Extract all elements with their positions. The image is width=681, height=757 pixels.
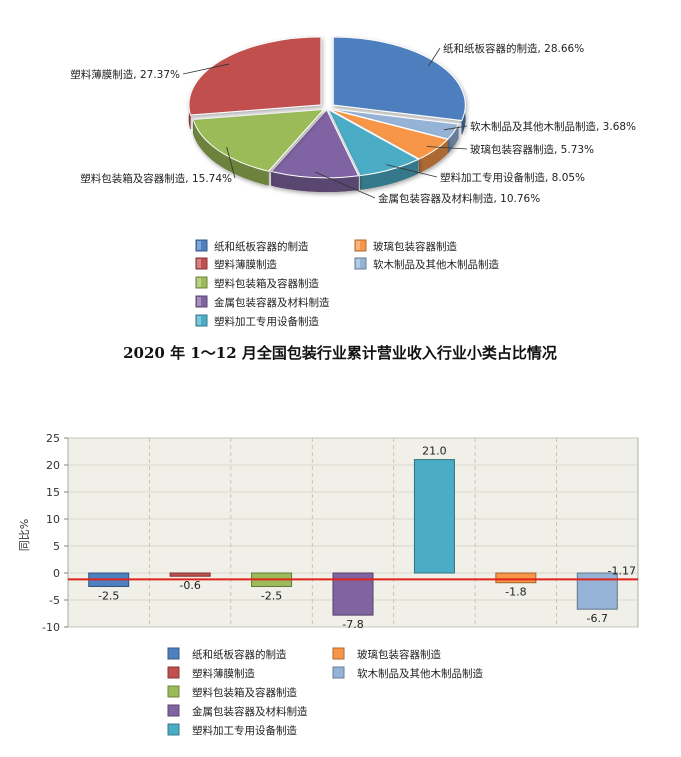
legend-label: 金属包装容器及材料制造 (192, 705, 308, 718)
legend-swatch (167, 723, 180, 736)
pie-labels: 纸和纸板容器的制造, 28.66% 软木制品及其他木制品制造, 3.68% 玻璃包装… (70, 42, 636, 205)
legend-item: 纸和纸板容器的制造 (195, 239, 309, 253)
pie-slice-label: 纸和纸板容器的制造, 28.66% (443, 42, 584, 55)
legend-item: 玻璃包装容器制造 (354, 239, 457, 253)
pie-slice (327, 108, 420, 190)
bar-data-label: -6.7 (587, 612, 608, 625)
legend-label: 塑料薄膜制造 (214, 258, 277, 271)
bar-data-labels: -2.5 -0.6 -2.5 -7.8 21.0 -1.8 -6.7 (98, 445, 608, 632)
leader-line (182, 63, 229, 75)
bar-data-label: -2.5 (98, 590, 119, 603)
legend-label: 纸和纸板容器的制造 (192, 648, 287, 661)
leader-line (386, 164, 438, 178)
leader-line (315, 171, 376, 199)
legend-label: 塑料薄膜制造 (192, 667, 255, 680)
legend-swatch (195, 257, 208, 270)
y-tick-label: 5 (53, 540, 60, 553)
y-axis-label: 同比% (18, 519, 31, 551)
legend-item: 纸和纸板容器的制造 (167, 647, 287, 661)
legend-label: 塑料包装箱及容器制造 (214, 277, 319, 290)
reference-line-label: -1.17 (608, 564, 636, 577)
legend-label: 玻璃包装容器制造 (357, 648, 441, 661)
legend-item: 软木制品及其他木制品制造 (332, 666, 483, 680)
pie-slice-label: 塑料包装箱及容器制造, 15.74% (80, 172, 232, 185)
legend-swatch (167, 647, 180, 660)
legend-item: 金属包装容器及材料制造 (167, 704, 308, 718)
bar-data-label: -7.8 (342, 618, 363, 631)
legend-item: 塑料包装箱及容器制造 (167, 685, 297, 699)
legend-swatch (332, 647, 345, 660)
pie-slice-label: 塑料加工专用设备制造, 8.05% (440, 171, 585, 184)
bar-data-label: -1.8 (505, 586, 526, 599)
legend-item: 塑料包装箱及容器制造 (195, 276, 319, 290)
legend-swatch (167, 666, 180, 679)
pie-slice (332, 36, 466, 135)
legend-item: 塑料加工专用设备制造 (195, 314, 319, 328)
legend-swatch (195, 295, 208, 308)
legend-label: 塑料加工专用设备制造 (214, 315, 319, 328)
bar-chart: 25 20 15 10 5 0 -5 -10 -2.5 -0.6 -2.5 -7.8 21.0 -1.8… (18, 432, 639, 737)
y-tick-label: 20 (46, 459, 60, 472)
legend-swatch (332, 666, 345, 679)
pie-slices (188, 36, 466, 193)
bar (169, 572, 211, 577)
pie-slice-label: 塑料薄膜制造, 27.37% (70, 68, 180, 81)
legend-item: 金属包装容器及材料制造 (195, 295, 330, 309)
legend-label: 玻璃包装容器制造 (373, 240, 457, 253)
legend-item: 塑料加工专用设备制造 (167, 723, 297, 737)
pie-slice-label: 金属包装容器及材料制造, 10.76% (378, 192, 540, 205)
legend-item: 塑料薄膜制造 (195, 257, 277, 271)
legend-swatch (354, 239, 367, 252)
y-tick-label: 0 (53, 567, 60, 580)
legend-swatch (195, 239, 208, 252)
y-tick-label: 15 (46, 486, 60, 499)
legend-label: 塑料加工专用设备制造 (192, 724, 297, 737)
bar (413, 459, 455, 574)
legend-swatch (195, 314, 208, 327)
pie-slice-label: 软木制品及其他木制品制造, 3.68% (470, 120, 636, 133)
y-tick-label: -10 (42, 621, 60, 634)
leader-line (226, 146, 236, 179)
pie-chart-title: 2020 年 1～12 月全国包装行业累计营业收入行业小类占比情况 (123, 344, 557, 362)
legend-swatch (354, 257, 367, 270)
leader-line (426, 146, 468, 150)
pie-slice (329, 108, 460, 154)
legend-label: 软木制品及其他木制品制造 (357, 667, 483, 680)
leader-line (444, 125, 468, 131)
y-tick-label: -5 (49, 594, 60, 607)
y-tick-label: 25 (46, 432, 60, 445)
legend-label: 纸和纸板容器的制造 (214, 240, 309, 253)
legend-item: 软木制品及其他木制品制造 (354, 257, 499, 271)
legend-label: 金属包装容器及材料制造 (214, 296, 330, 309)
reference-line: -1.17 (68, 564, 638, 581)
y-axis: 25 20 15 10 5 0 -5 -10 (42, 432, 68, 634)
pie-slice (270, 108, 360, 193)
legend-item: 玻璃包装容器制造 (332, 647, 441, 661)
legend-swatch (195, 276, 208, 289)
legend-item: 塑料薄膜制造 (167, 666, 255, 680)
legend-swatch (167, 704, 180, 717)
pie-slice (329, 108, 449, 174)
bar-data-label: -0.6 (179, 579, 200, 592)
bar-data-label: -2.5 (261, 590, 282, 603)
legend-label: 软木制品及其他木制品制造 (373, 258, 499, 271)
pie-slice (188, 36, 322, 130)
legend-label: 塑料包装箱及容器制造 (192, 686, 297, 699)
leader-line (428, 47, 441, 67)
bar-data-label: 21.0 (422, 445, 447, 458)
legend-swatch (167, 685, 180, 698)
pie-slice (192, 108, 326, 186)
pie-chart: 纸和纸板容器的制造, 28.66% 软木制品及其他木制品制造, 3.68% 玻璃包装… (70, 36, 636, 362)
pie-slice-label: 玻璃包装容器制造, 5.73% (470, 143, 594, 156)
bar (495, 572, 537, 584)
y-tick-label: 10 (46, 513, 60, 526)
